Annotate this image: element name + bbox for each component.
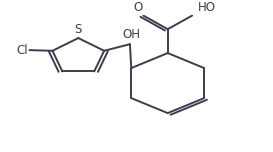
- Text: O: O: [133, 0, 143, 14]
- Text: HO: HO: [198, 1, 216, 14]
- Text: Cl: Cl: [17, 44, 28, 57]
- Text: S: S: [75, 23, 82, 36]
- Text: OH: OH: [122, 28, 140, 41]
